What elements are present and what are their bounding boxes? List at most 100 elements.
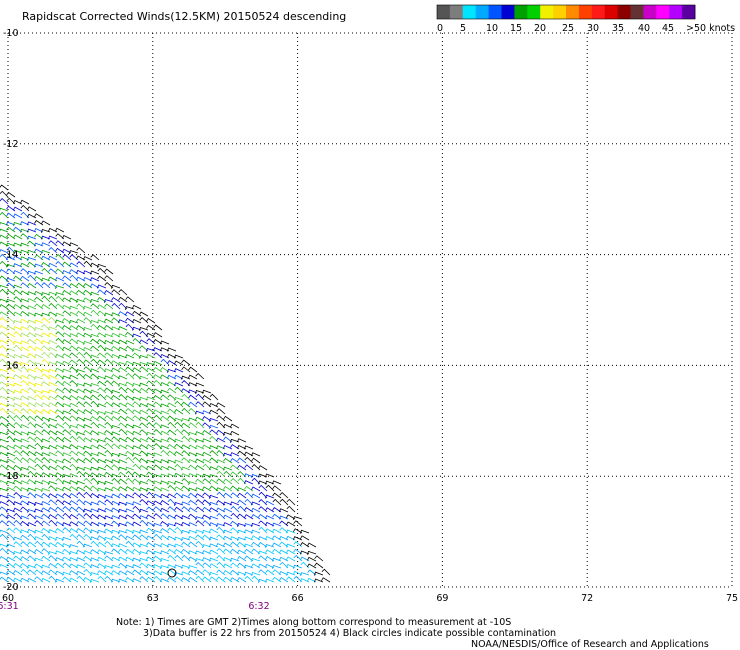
wind-barb — [40, 416, 51, 422]
wind-barb — [125, 456, 135, 464]
wind-barb — [153, 570, 163, 576]
wind-barb — [299, 529, 310, 534]
wind-barb — [194, 550, 205, 555]
wind-barb — [26, 228, 37, 233]
wind-barb — [104, 290, 114, 296]
wind-barb — [265, 507, 275, 513]
wind-barb — [145, 500, 156, 506]
wind-barb — [278, 570, 289, 576]
wind-barb — [62, 261, 72, 268]
wind-barb — [229, 501, 240, 506]
wind-barb — [223, 478, 233, 485]
wind-barb — [12, 255, 23, 261]
wind-barb — [104, 499, 114, 506]
wind-barb — [110, 486, 121, 492]
wind-barb — [124, 564, 135, 569]
wind-barb — [62, 527, 72, 534]
wind-barb — [20, 211, 30, 219]
wind-barb — [33, 263, 44, 268]
wind-barb — [103, 570, 114, 576]
wind-barb — [89, 368, 100, 373]
wind-barb — [69, 463, 79, 471]
wind-barb — [13, 492, 23, 499]
wind-barb — [97, 393, 107, 401]
wind-barb — [258, 499, 268, 506]
wind-barb — [125, 577, 135, 583]
wind-barb — [90, 430, 100, 436]
wind-barb — [181, 541, 191, 548]
wind-barb — [208, 474, 219, 479]
wind-barb — [139, 422, 149, 429]
wind-barb — [0, 222, 9, 226]
wind-barb — [76, 409, 86, 415]
wind-barb — [250, 557, 261, 562]
wind-barb — [278, 535, 289, 541]
wind-barb — [33, 501, 44, 507]
wind-barb — [33, 451, 44, 457]
wind-barb — [174, 386, 184, 394]
wind-barb — [131, 396, 142, 401]
wind-barb — [110, 578, 121, 583]
wind-barb — [55, 247, 65, 254]
wind-barb — [237, 450, 247, 457]
wind-barb — [125, 372, 135, 380]
wind-barb — [12, 396, 23, 401]
wind-barb — [75, 570, 86, 576]
wind-barb — [34, 233, 44, 240]
wind-barb — [279, 492, 289, 499]
wind-barb — [285, 563, 296, 569]
wind-barb — [89, 521, 100, 527]
lat-label: -18 — [3, 471, 19, 482]
wind-barb — [41, 520, 51, 527]
wind-barb — [117, 522, 128, 527]
wind-barb — [132, 373, 142, 380]
wind-barb — [68, 550, 79, 555]
wind-barb — [82, 382, 93, 387]
wind-barb — [27, 402, 37, 408]
wind-barb — [90, 394, 100, 401]
wind-barb — [216, 547, 226, 555]
wind-barb — [62, 353, 72, 359]
wind-barb — [208, 445, 219, 450]
wind-barb — [26, 298, 37, 303]
wind-barb — [6, 338, 16, 345]
wind-barb — [89, 564, 100, 569]
wind-barb — [257, 536, 268, 541]
wind-barb — [104, 421, 114, 429]
wind-barb — [229, 452, 240, 457]
wind-barb — [237, 505, 247, 513]
wind-barb — [166, 347, 177, 352]
wind-barb — [188, 394, 198, 401]
wind-barb — [131, 557, 142, 562]
wind-barb — [19, 304, 30, 310]
lon-label: 69 — [436, 593, 448, 604]
wind-barb — [96, 319, 107, 324]
wind-barb — [187, 389, 198, 394]
wind-barb — [6, 471, 16, 478]
wind-barb — [251, 535, 261, 541]
wind-barb — [187, 451, 198, 457]
wind-barb — [27, 387, 37, 394]
wind-barb — [83, 457, 93, 464]
wind-barb — [138, 311, 149, 317]
wind-barb — [146, 506, 156, 513]
wind-barb — [104, 324, 114, 331]
wind-barb — [34, 436, 44, 443]
wind-barb — [13, 408, 23, 415]
wind-barb — [237, 471, 247, 478]
wind-barb — [110, 459, 121, 464]
wind-barb — [27, 261, 37, 268]
wind-barb — [125, 296, 135, 303]
wind-barb — [181, 435, 191, 443]
wind-barb — [41, 267, 51, 275]
wind-barb — [146, 387, 156, 394]
wind-barb — [159, 403, 170, 408]
wind-barb — [145, 465, 156, 471]
wind-barb — [131, 486, 142, 492]
wind-barb — [180, 521, 191, 527]
wind-barb — [180, 466, 191, 471]
wind-barb — [97, 380, 107, 387]
wind-barb — [201, 444, 212, 450]
wind-barb — [62, 325, 72, 331]
wind-barb — [83, 351, 93, 359]
